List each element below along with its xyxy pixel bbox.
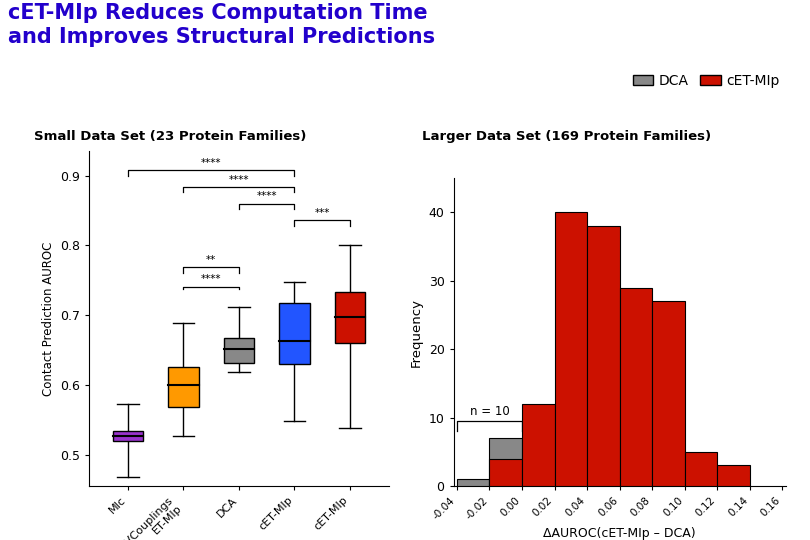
Text: cET-MIp Reduces Computation Time
and Improves Structural Predictions: cET-MIp Reduces Computation Time and Imp… (8, 3, 435, 46)
Bar (652, 301, 684, 486)
Y-axis label: Contact Prediction AUROC: Contact Prediction AUROC (41, 241, 54, 396)
FancyBboxPatch shape (335, 292, 365, 343)
Text: Larger Data Set (169 Protein Families): Larger Data Set (169 Protein Families) (423, 130, 711, 143)
Text: ****: **** (201, 274, 221, 285)
FancyBboxPatch shape (113, 431, 143, 441)
FancyBboxPatch shape (168, 367, 198, 407)
Bar (457, 479, 489, 486)
Bar (620, 288, 652, 486)
Bar (489, 438, 522, 486)
FancyBboxPatch shape (279, 302, 309, 364)
Text: n = 10: n = 10 (470, 404, 509, 417)
Text: ****: **** (257, 191, 277, 201)
X-axis label: ΔAUROC(cET-MIp – DCA): ΔAUROC(cET-MIp – DCA) (544, 526, 696, 539)
Bar (555, 212, 587, 486)
Text: ****: **** (228, 174, 249, 185)
Text: ***: *** (314, 208, 330, 218)
Bar (718, 465, 750, 486)
Text: Small Data Set (23 Protein Families): Small Data Set (23 Protein Families) (34, 130, 306, 143)
Text: **: ** (206, 255, 216, 265)
Bar (684, 452, 718, 486)
Y-axis label: Frequency: Frequency (410, 298, 423, 367)
Bar (587, 226, 620, 486)
Bar (489, 458, 522, 486)
FancyBboxPatch shape (224, 338, 254, 362)
Bar (522, 404, 555, 486)
Text: ****: **** (201, 158, 221, 168)
Legend: DCA, cET-MIp: DCA, cET-MIp (627, 68, 786, 93)
